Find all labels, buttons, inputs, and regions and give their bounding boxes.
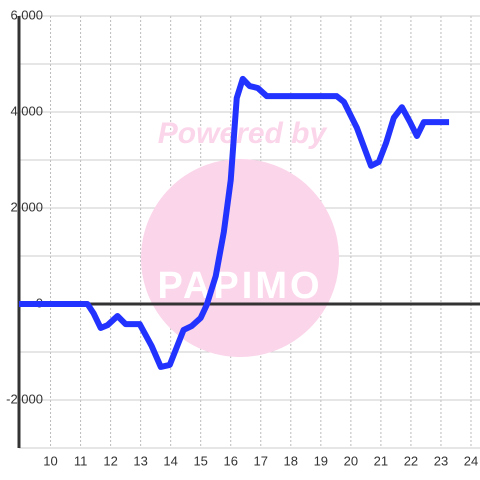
- y-tick-label: -2,000: [6, 391, 43, 406]
- x-tick-label: 13: [133, 453, 147, 468]
- x-tick-label: 22: [404, 453, 418, 468]
- x-tick-label: 14: [163, 453, 177, 468]
- y-tick-label: 2,000: [10, 199, 43, 214]
- watermark: Powered by PAPIMO: [141, 117, 339, 357]
- watermark-circle: [141, 159, 339, 357]
- x-tick-label: 17: [254, 453, 268, 468]
- x-tick-label: 18: [284, 453, 298, 468]
- x-tick-label: 10: [43, 453, 57, 468]
- x-tick-label: 12: [103, 453, 117, 468]
- x-tick-label: 21: [374, 453, 388, 468]
- watermark-title: Powered by: [158, 117, 328, 150]
- x-tick-label: 11: [74, 453, 88, 468]
- x-tick-label: 23: [434, 453, 448, 468]
- x-tick-label: 24: [464, 453, 478, 468]
- y-tick-label: 6,000: [10, 7, 43, 22]
- x-tick-label: 20: [344, 453, 358, 468]
- x-tick-label: 16: [223, 453, 237, 468]
- data-line: [19, 75, 450, 370]
- y-tick-label: 4,000: [10, 103, 43, 118]
- x-tick-label: 15: [193, 453, 207, 468]
- x-tick-label: 19: [314, 453, 328, 468]
- watermark-logo: PAPIMO: [157, 265, 322, 307]
